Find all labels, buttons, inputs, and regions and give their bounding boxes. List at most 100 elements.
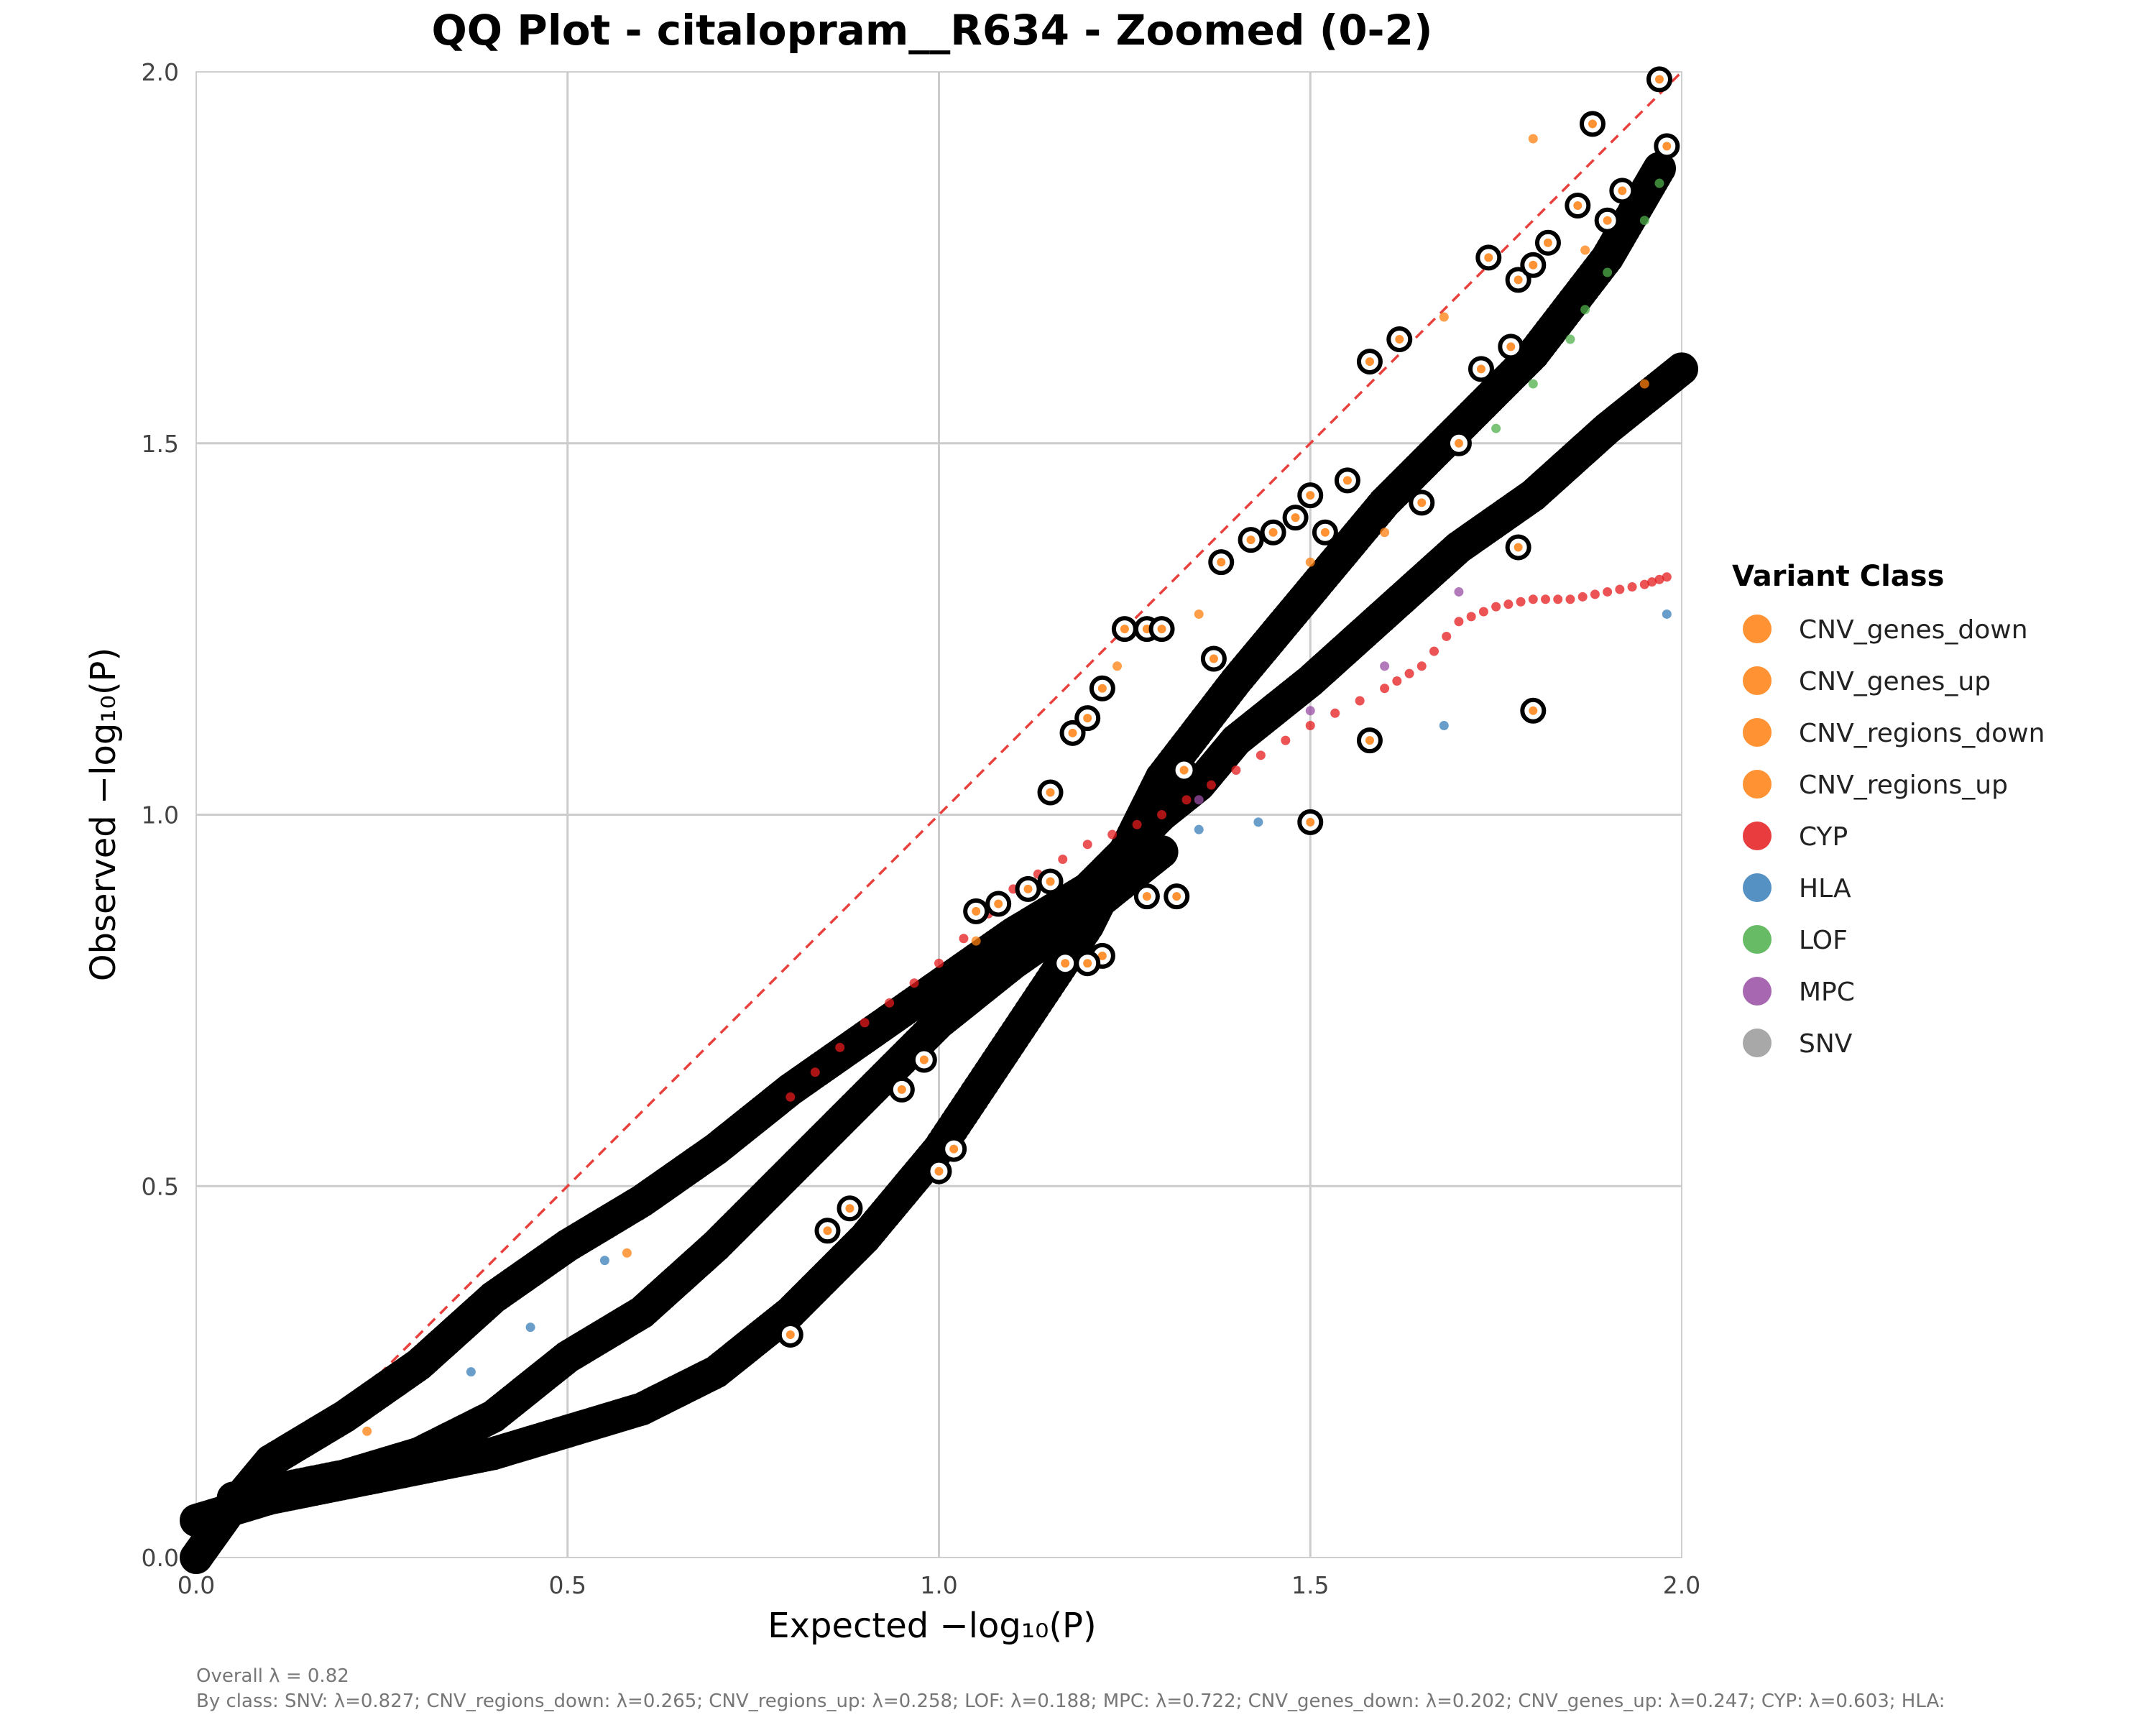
outlier-point — [1217, 558, 1226, 567]
x-tick-label: 1.0 — [920, 1571, 957, 1599]
legend-label-HLA: HLA — [1799, 874, 1851, 903]
legend-marker-CNV_regions_up — [1743, 770, 1772, 799]
outlier-point — [1268, 528, 1278, 537]
series-CNV_regions_down — [180, 152, 1676, 1537]
point — [810, 1067, 820, 1077]
point — [1392, 676, 1402, 686]
legend-marker-MPC — [1743, 977, 1772, 1006]
legend-marker-CNV_regions_down — [1743, 718, 1772, 747]
outlier-point — [1172, 892, 1181, 901]
outlier-point — [1484, 253, 1493, 262]
outlier-point — [1209, 654, 1218, 663]
outlier-point — [1083, 714, 1092, 723]
point — [835, 1042, 845, 1052]
outlier-point — [1365, 357, 1374, 367]
point — [1439, 720, 1449, 730]
outlier-point — [1083, 959, 1092, 968]
point — [1662, 609, 1672, 619]
outlier-point — [1306, 491, 1315, 500]
point — [1590, 589, 1600, 599]
point — [786, 1092, 796, 1102]
point — [1491, 423, 1501, 433]
reference-line — [195, 70, 1683, 1559]
outlier-point — [1588, 119, 1597, 129]
point — [1580, 305, 1590, 315]
outlier-point — [1529, 706, 1538, 715]
outlier-point — [994, 899, 1003, 908]
outlier-point — [1097, 951, 1107, 960]
outlier-point — [1306, 817, 1315, 827]
outlier-point — [1023, 884, 1033, 893]
point — [1662, 572, 1672, 582]
point — [1639, 579, 1649, 589]
point — [1380, 684, 1390, 694]
point — [525, 1322, 535, 1333]
legend-label-CNV_regions_up: CNV_regions_up — [1799, 770, 2008, 800]
y-tick-label: 0.5 — [142, 1172, 179, 1200]
legend-marker-CNV_genes_up — [1743, 666, 1772, 695]
outlier-point — [786, 1330, 795, 1339]
legend-marker-SNV — [1743, 1029, 1772, 1057]
footer-class-lambdas: By class: SNV: λ=0.827; CNV_regions_down… — [196, 1690, 1945, 1712]
outlier-point — [1654, 75, 1664, 84]
series-MPC — [1194, 586, 1464, 805]
point — [1478, 607, 1488, 617]
point — [1577, 592, 1588, 602]
point — [1442, 631, 1452, 641]
point — [1454, 586, 1464, 597]
x-tick-label: 2.0 — [1663, 1571, 1700, 1599]
legend-title: Variant Class — [1732, 560, 1944, 593]
outlier-point — [1662, 142, 1672, 151]
x-tick-label: 0.0 — [178, 1571, 215, 1599]
point — [1281, 735, 1291, 745]
point — [1132, 819, 1142, 829]
point — [1256, 750, 1266, 760]
legend-label-CNV_genes_up: CNV_genes_up — [1799, 667, 1991, 696]
point — [1639, 379, 1649, 389]
point — [1380, 661, 1390, 671]
outlier-point — [823, 1226, 832, 1236]
legend-marker-LOF — [1743, 925, 1772, 954]
point — [1454, 617, 1464, 627]
legend-label-SNV: SNV — [1799, 1029, 1853, 1059]
point — [860, 1018, 870, 1028]
legend: Variant Class CNV_genes_down CNV_genes_up… — [1732, 560, 2045, 1059]
point — [1112, 661, 1123, 671]
point — [1194, 795, 1204, 805]
outlier-point — [1514, 543, 1523, 552]
outlier-point — [1061, 959, 1070, 968]
point — [1305, 720, 1315, 730]
legend-marker-CNV_genes_down — [1743, 615, 1772, 643]
outlier-point — [1046, 877, 1055, 886]
point — [1541, 594, 1551, 604]
series-SNV — [180, 352, 1698, 1574]
point — [1466, 612, 1476, 622]
outlier-point — [897, 1085, 906, 1094]
grid — [195, 71, 1682, 1558]
point — [1157, 810, 1167, 819]
point — [1404, 668, 1414, 678]
outlier-point — [1365, 736, 1374, 745]
outlier-point — [949, 1144, 959, 1154]
point — [1565, 334, 1575, 344]
point — [1654, 178, 1664, 188]
outlier-point — [1618, 186, 1627, 196]
point — [1380, 528, 1390, 538]
point — [1639, 216, 1649, 226]
point — [1305, 557, 1315, 567]
point — [1355, 696, 1365, 706]
outlier-point — [1097, 684, 1107, 693]
outlier-point — [1342, 476, 1352, 485]
x-tick-label: 1.5 — [1291, 1571, 1329, 1599]
point — [1528, 379, 1538, 389]
point — [959, 934, 969, 944]
legend-label-CNV_regions_down: CNV_regions_down — [1799, 719, 2045, 748]
point — [1330, 708, 1340, 718]
point — [466, 1367, 476, 1377]
point — [1615, 584, 1625, 594]
outlier-point — [845, 1204, 854, 1213]
point — [1528, 134, 1538, 144]
series-LOF — [1491, 178, 1664, 433]
y-tick-label: 2.0 — [142, 58, 179, 86]
